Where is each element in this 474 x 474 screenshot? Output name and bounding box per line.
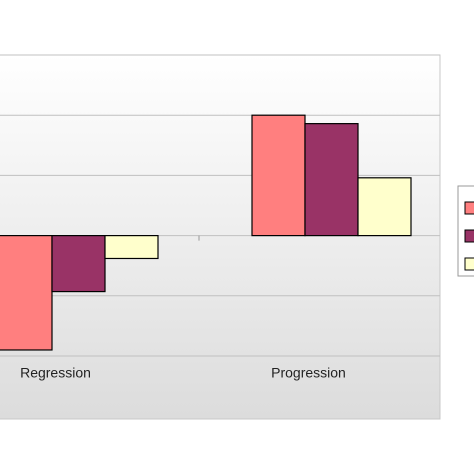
legend-swatch: [464, 229, 474, 243]
bar: [251, 114, 306, 237]
bar: [104, 235, 159, 260]
bar: [304, 123, 359, 237]
x-tick-label: Regression: [20, 365, 91, 381]
legend-swatch: [464, 201, 474, 215]
bar: [0, 235, 53, 351]
bar: [51, 235, 106, 293]
bar: [357, 177, 412, 237]
legend-swatch: [464, 257, 474, 271]
x-tick-label: Progression: [271, 365, 346, 381]
